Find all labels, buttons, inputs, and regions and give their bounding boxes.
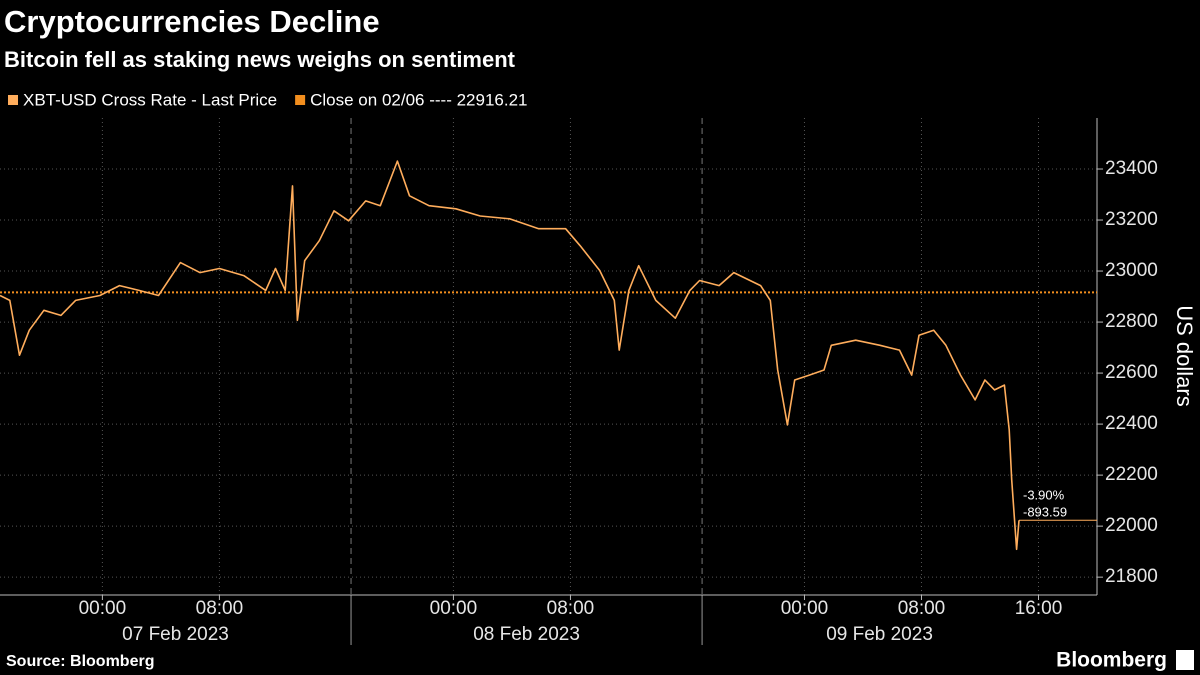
x-tick-label: 08:00 — [547, 598, 595, 619]
legend-label: Close on 02/06 ---- 22916.21 — [310, 90, 527, 109]
date-label: 07 Feb 2023 — [122, 624, 229, 645]
y-tick-label: 23000 — [1105, 260, 1158, 281]
brand-icon — [1176, 650, 1194, 670]
x-tick-label: 08:00 — [898, 598, 946, 619]
y-tick-label: 21800 — [1105, 566, 1158, 587]
y-tick-label: 22400 — [1105, 413, 1158, 434]
y-axis-label: US dollars — [1172, 305, 1197, 406]
price-line — [0, 160, 1020, 551]
x-tick-label: 00:00 — [79, 598, 127, 619]
x-tick-label: 00:00 — [430, 598, 478, 619]
x-tick-label: 08:00 — [196, 598, 244, 619]
date-label: 08 Feb 2023 — [473, 624, 580, 645]
y-tick-label: 23400 — [1105, 158, 1158, 179]
legend-label: XBT-USD Cross Rate - Last Price — [23, 90, 277, 109]
chart-subtitle: Bitcoin fell as staking news weighs on s… — [4, 47, 516, 72]
y-tick-label: 22800 — [1105, 311, 1158, 332]
y-tick-label: 22600 — [1105, 362, 1158, 383]
y-tick-label: 22200 — [1105, 464, 1158, 485]
annotation: -893.59 — [1023, 505, 1067, 520]
x-tick-label: 00:00 — [781, 598, 829, 619]
source: Source: Bloomberg — [6, 653, 154, 670]
brand: Bloomberg — [1056, 649, 1167, 672]
legend-swatch — [8, 95, 18, 105]
x-tick-label: 16:00 — [1015, 598, 1063, 619]
annotation: -3.90% — [1023, 488, 1065, 503]
y-tick-label: 22000 — [1105, 515, 1158, 536]
y-tick-label: 23200 — [1105, 209, 1158, 230]
date-label: 09 Feb 2023 — [826, 624, 933, 645]
chart-title: Cryptocurrencies Decline — [4, 4, 380, 39]
legend-swatch — [295, 95, 306, 105]
